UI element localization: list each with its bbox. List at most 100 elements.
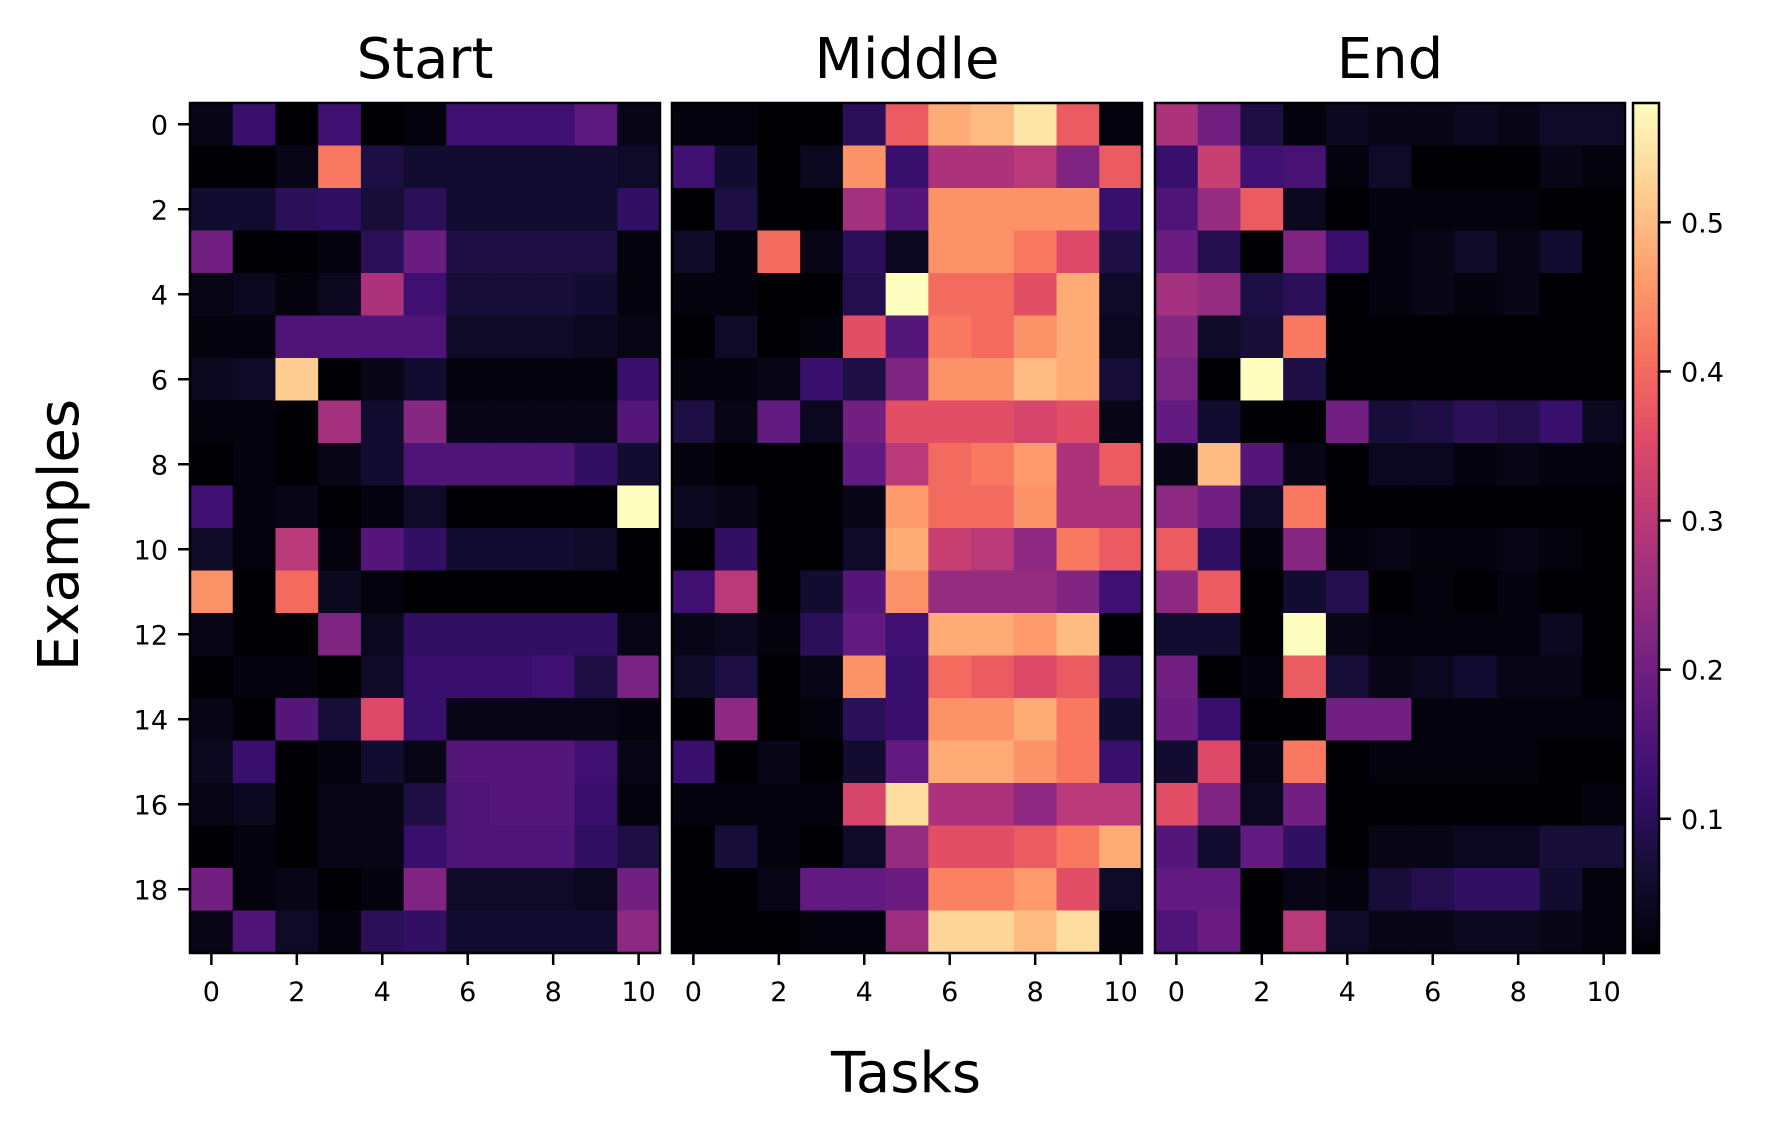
heatmap-cell [275, 910, 319, 954]
heatmap-cell [1496, 145, 1541, 189]
heatmap-cell [446, 103, 490, 147]
colorbar-gradient-slice [1633, 817, 1659, 822]
heatmap-cell [842, 910, 887, 954]
heatmap-cell [1155, 825, 1199, 869]
heatmap-cell [617, 783, 661, 827]
heatmap-cell [318, 868, 362, 912]
heatmap-cell [1411, 400, 1455, 444]
heatmap-cell [1056, 528, 1100, 572]
heatmap-cell [842, 188, 887, 232]
colorbar-gradient-slice [1633, 392, 1659, 397]
colorbar-gradient-slice [1633, 596, 1659, 601]
colorbar-gradient-slice [1633, 183, 1659, 189]
heatmap-cell [1325, 273, 1370, 317]
colorbar-gradient-slice [1633, 434, 1659, 440]
heatmap-cell [672, 825, 716, 869]
heatmap-cell [1325, 783, 1370, 827]
heatmap-cell [885, 698, 929, 742]
heatmap-cell [190, 485, 234, 529]
heatmap-cell [1368, 570, 1412, 614]
colorbar-gradient-slice [1633, 226, 1659, 232]
heatmap-cell [885, 315, 929, 359]
heatmap-cell [971, 740, 1015, 784]
heatmap-cell [403, 230, 447, 274]
x-tick-label: 2 [288, 977, 305, 1008]
heatmap-cell [531, 273, 576, 317]
y-tick-label: 16 [134, 790, 168, 821]
heatmap-cell [531, 698, 576, 742]
heatmap-cell [842, 825, 887, 869]
heatmap-cell [403, 145, 447, 189]
colorbar-gradient-slice [1633, 430, 1659, 436]
heatmap-cell [446, 145, 490, 189]
colorbar-gradient-slice [1633, 587, 1659, 593]
heatmap-cell [1368, 868, 1412, 912]
heatmap-cell [885, 910, 929, 954]
colorbar-gradient-slice [1633, 562, 1659, 567]
heatmap-cell [1539, 655, 1583, 699]
heatmap-cell [617, 570, 661, 614]
heatmap-cell [1582, 485, 1626, 529]
heatmap-cell [531, 783, 576, 827]
heatmap-cell [800, 273, 844, 317]
heatmap-cell [1496, 103, 1541, 147]
colorbar-gradient-slice [1633, 145, 1659, 151]
colorbar-gradient-slice [1633, 132, 1659, 138]
heatmap-cell [1056, 103, 1100, 147]
heatmap-cell [574, 230, 618, 274]
heatmap-cell [757, 273, 801, 317]
heatmap-cell [360, 528, 405, 572]
heatmap-cell [275, 698, 319, 742]
colorbar-gradient-slice [1633, 829, 1659, 835]
heatmap-cell [617, 740, 661, 784]
heatmap-cell [574, 783, 618, 827]
x-tick-label: 6 [1424, 977, 1441, 1008]
heatmap-cell [1197, 570, 1242, 614]
colorbar-gradient-slice [1633, 655, 1659, 661]
colorbar-gradient-slice [1633, 171, 1659, 176]
heatmap-cell [232, 443, 277, 487]
heatmap-cell [446, 868, 490, 912]
heatmap-cell [1099, 910, 1143, 954]
heatmap-cell [1582, 528, 1626, 572]
heatmap-cell [1197, 145, 1242, 189]
heatmap-cell [318, 698, 362, 742]
colorbar-gradient-slice [1633, 234, 1659, 240]
colorbar-gradient-slice [1633, 154, 1659, 159]
heatmap-cell [1496, 698, 1541, 742]
colorbar-gradient-slice [1633, 778, 1659, 784]
heatmap-cell [928, 230, 972, 274]
heatmap-cell [360, 783, 405, 827]
heatmap-cell [1411, 103, 1455, 147]
heatmap-cell [531, 868, 576, 912]
heatmap-cell [928, 528, 972, 572]
heatmap-cell [800, 740, 844, 784]
heatmap-cell [928, 868, 972, 912]
heatmap-cell [1240, 230, 1284, 274]
heatmap-cell [1454, 273, 1498, 317]
heatmap-cell [1582, 698, 1626, 742]
heatmap-cell [531, 400, 576, 444]
colorbar-gradient-slice [1633, 413, 1659, 419]
heatmap-cell [800, 783, 844, 827]
heatmap-cell [1539, 145, 1583, 189]
colorbar-gradient-slice [1633, 489, 1659, 495]
heatmap-cell [617, 825, 661, 869]
heatmap-cell [1056, 868, 1100, 912]
heatmap-cell [531, 443, 576, 487]
heatmap-cell [971, 400, 1015, 444]
heatmap-cell [1283, 910, 1327, 954]
heatmap-cell [1411, 655, 1455, 699]
colorbar-gradient-slice [1633, 647, 1659, 652]
colorbar-gradient-slice [1633, 927, 1659, 933]
colorbar-gradient-slice [1633, 379, 1659, 385]
heatmap-cell [1325, 910, 1370, 954]
y-tick-label: 0 [151, 110, 168, 141]
heatmap-cell [1155, 400, 1199, 444]
colorbar-gradient-slice [1633, 290, 1659, 295]
heatmap-cell [672, 315, 716, 359]
heatmap-cell [714, 230, 759, 274]
heatmap-cell [190, 655, 234, 699]
heatmap-panel-end: End 0 2 4 6 8 10 [1153, 27, 1627, 1008]
heatmap-cell [489, 315, 533, 359]
